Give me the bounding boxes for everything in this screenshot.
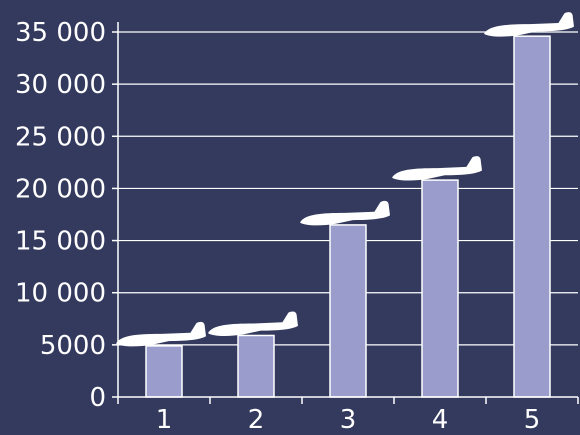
bar — [145, 345, 183, 398]
airplane-markers — [116, 12, 574, 347]
x-tick-label: 5 — [524, 405, 541, 435]
airplane-icon — [116, 321, 206, 347]
y-tick-label: 0 — [89, 383, 106, 413]
airplane-icon — [484, 12, 574, 37]
airplane-icon — [208, 311, 298, 336]
bars — [145, 35, 551, 398]
y-tick-label: 10 000 — [15, 279, 106, 309]
x-tick-label: 3 — [340, 405, 357, 435]
y-tick-label: 20 000 — [15, 174, 106, 204]
bar — [329, 224, 367, 398]
bar — [237, 334, 275, 398]
bar — [421, 179, 459, 398]
y-tick-label: 30 000 — [15, 70, 106, 100]
airplane-icon — [300, 200, 390, 226]
y-tick-label: 5000 — [40, 331, 106, 361]
x-tick-label: 1 — [156, 405, 173, 435]
bar — [513, 35, 551, 398]
x-axis: 1 2 3 4 5 — [117, 396, 579, 435]
y-tick-label: 15 000 — [15, 227, 106, 257]
x-tick-label: 2 — [248, 405, 265, 435]
y-tick-label: 25 000 — [15, 122, 106, 152]
x-tick-label: 4 — [432, 405, 449, 435]
airplane-icon — [392, 156, 482, 181]
y-axis: 0 5000 10 000 15 000 20 000 25 000 30 000 35 00… — [15, 18, 119, 413]
y-tick-label: 35 000 — [15, 18, 106, 48]
